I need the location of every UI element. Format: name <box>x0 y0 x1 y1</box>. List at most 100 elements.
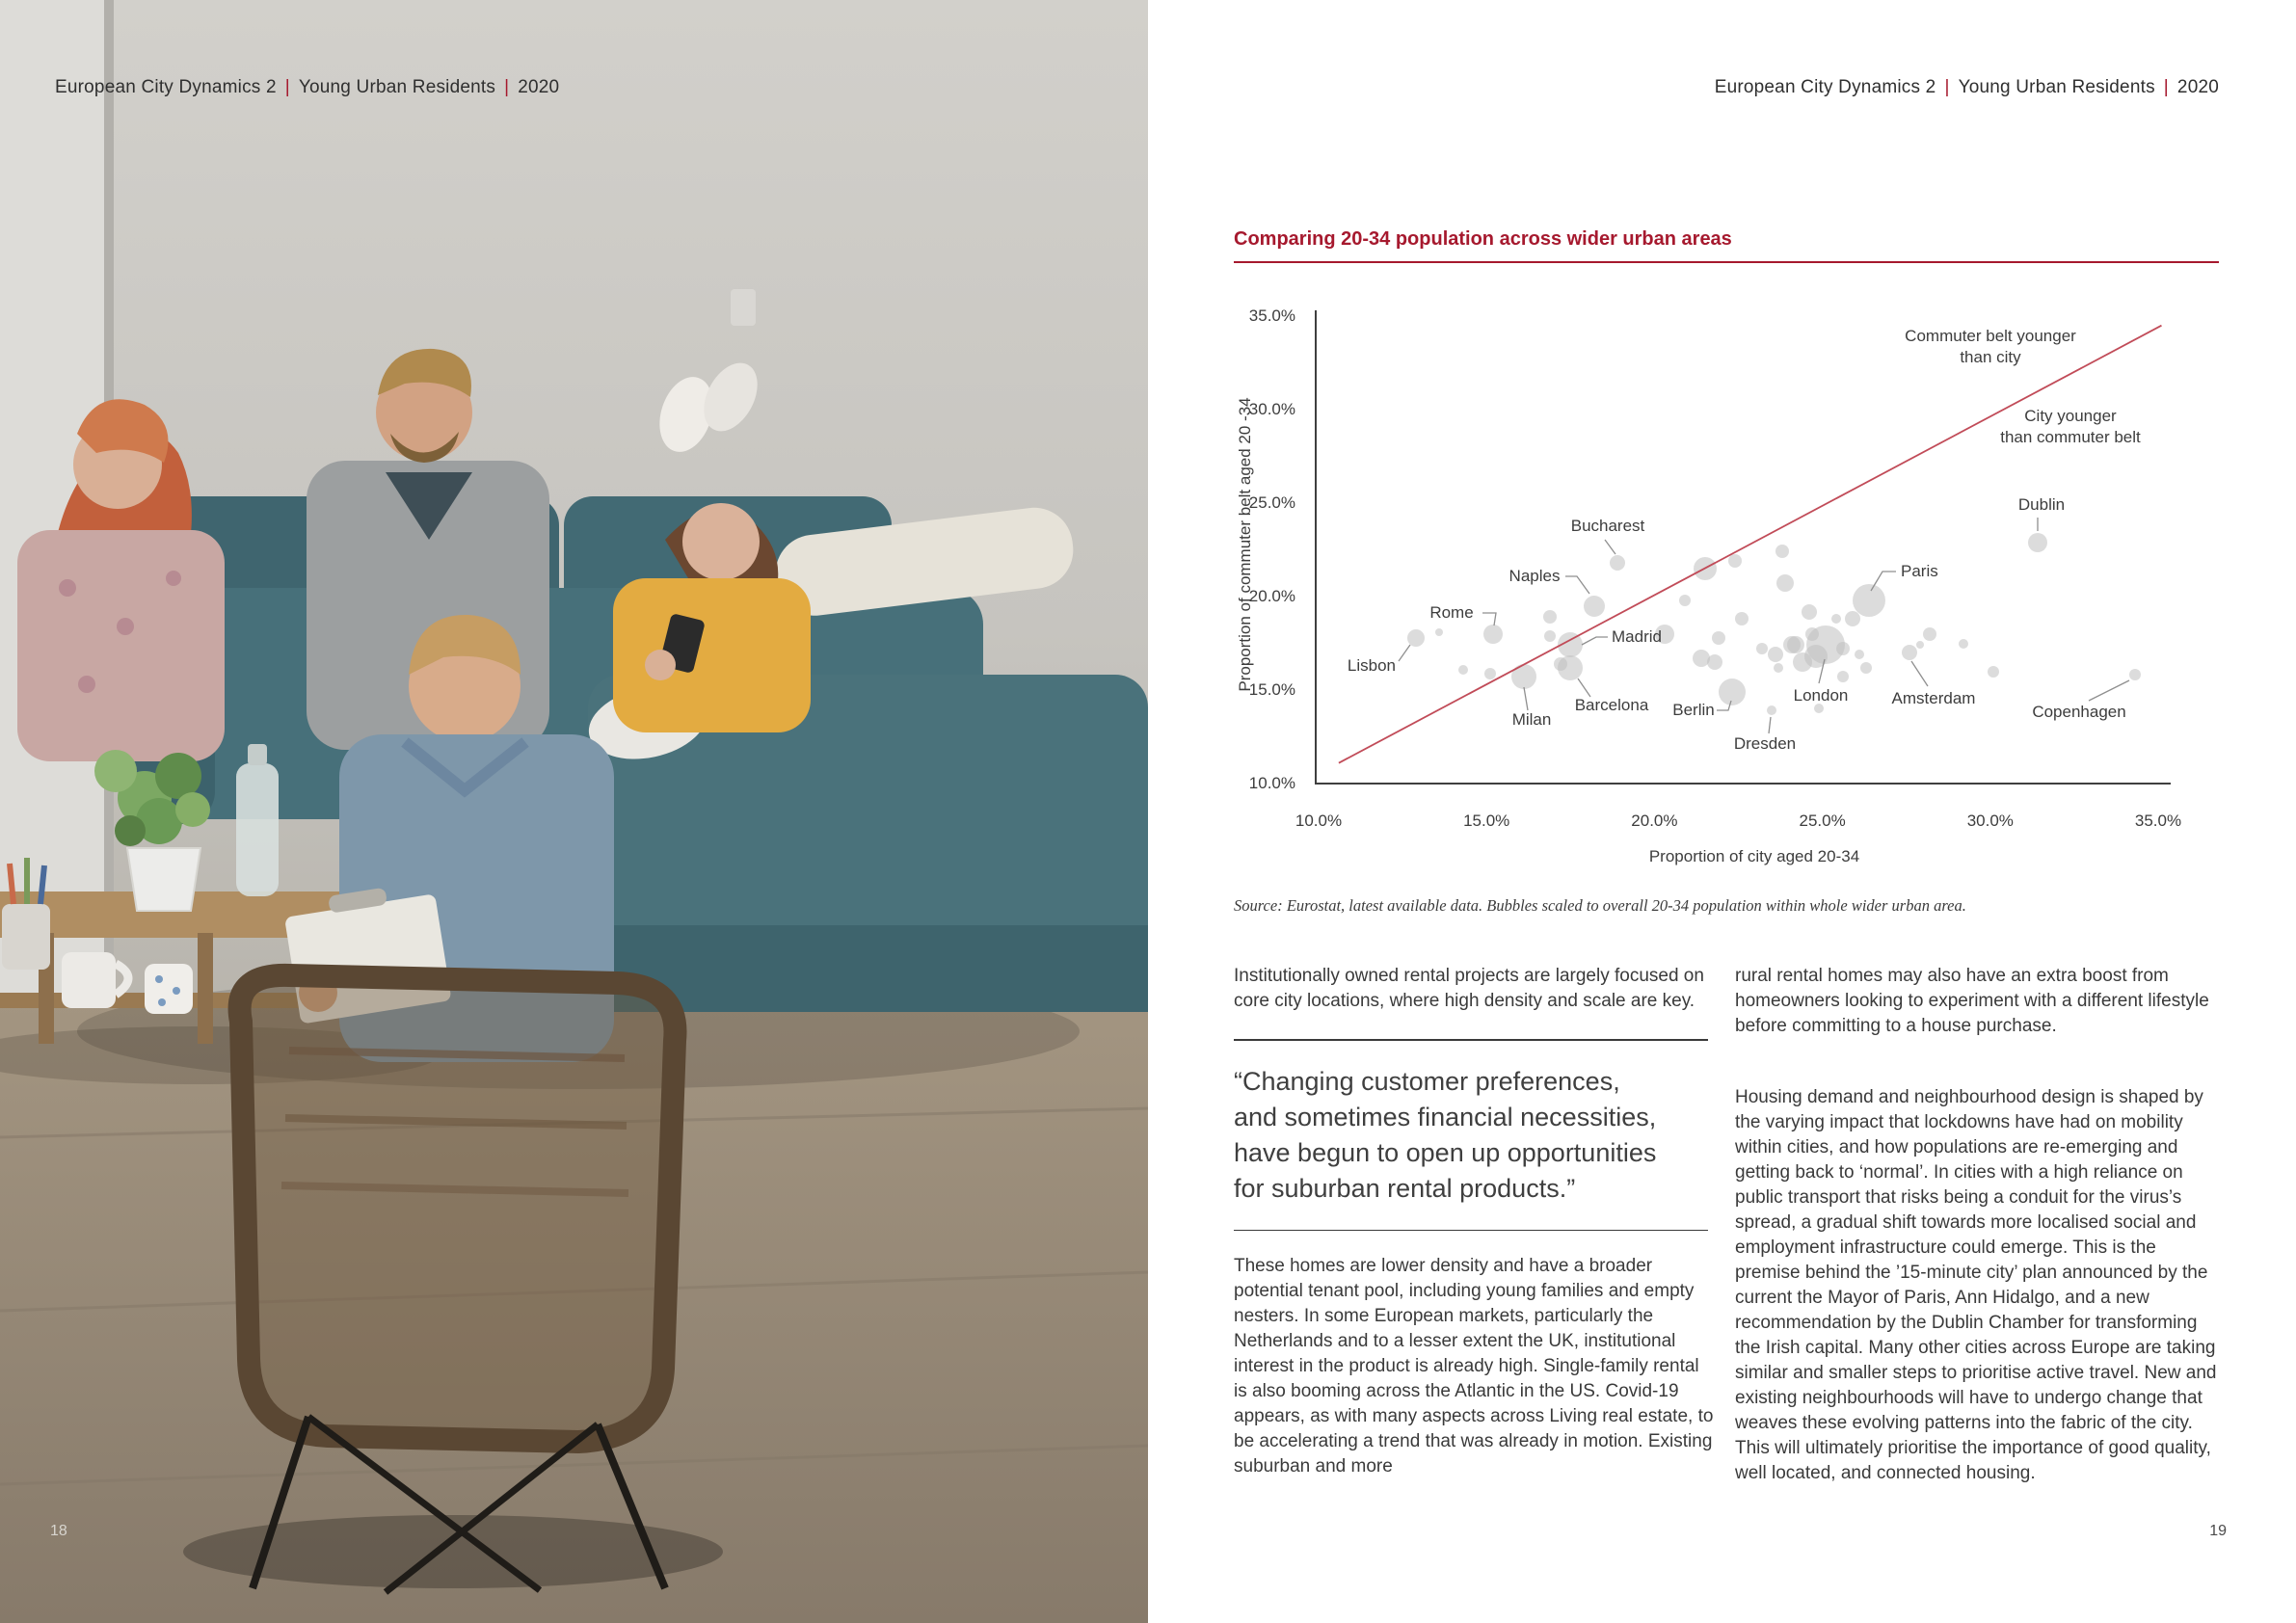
chart-bubble <box>1803 645 1828 669</box>
x-tick-label: 20.0% <box>1631 812 1678 830</box>
chart-bubble <box>1844 611 1860 627</box>
chart-bubble <box>1958 638 1968 649</box>
chart-bubble <box>1792 652 1812 672</box>
city-bubble-barcelona <box>1558 654 1584 680</box>
chart-bubble <box>1543 610 1558 625</box>
chart-bubble <box>1544 629 1557 642</box>
label-connector-amsterdam <box>1910 660 1929 687</box>
city-label-milan: Milan <box>1511 710 1552 729</box>
label-connector-madrid <box>1581 636 1608 646</box>
paragraph: These homes are lower density and have a… <box>1234 1256 1714 1477</box>
page-number-right: 19 <box>2209 1523 2227 1539</box>
chart-bubble <box>1783 636 1802 654</box>
y-tick-label: 30.0% <box>1248 400 1295 418</box>
label-connector-bucharest <box>1604 539 1616 555</box>
quote-rule-top <box>1234 1039 1708 1041</box>
header-separator: | <box>504 77 510 97</box>
chart-bubble <box>1693 556 1717 580</box>
chart-bubble <box>1915 641 1924 650</box>
identity-line <box>1338 324 2162 764</box>
city-label-berlin: Berlin <box>1672 701 1715 719</box>
chart-bubble <box>1728 554 1743 569</box>
photo-plant <box>94 750 210 912</box>
chart-bubble <box>1988 665 2000 678</box>
label-connector-naples <box>1565 575 1590 595</box>
city-bubble-paris <box>1853 583 1886 617</box>
y-tick-label: 35.0% <box>1248 306 1295 325</box>
x-tick-label: 10.0% <box>1295 812 1343 830</box>
city-label-london: London <box>1793 686 1849 705</box>
paragraph: Institutionally owned rental projects ar… <box>1234 966 1704 1011</box>
city-bubble-dublin <box>2027 532 2047 552</box>
chart-bubble <box>1774 662 1784 673</box>
header-separator: | <box>284 77 290 97</box>
city-label-madrid: Madrid <box>1612 627 1662 646</box>
city-bubble-rome <box>1483 624 1504 644</box>
city-bubble-naples <box>1583 595 1605 617</box>
chart-title-rule <box>1234 261 2219 263</box>
chart-bubble <box>1801 603 1817 620</box>
photo-coffee-table <box>0 744 439 1084</box>
city-bubble-madrid <box>1558 632 1584 658</box>
chart-bubble <box>1483 667 1496 679</box>
chart-bubble <box>1835 642 1850 656</box>
pull-quote: “Changing customer preferences, and some… <box>1234 1066 1657 1203</box>
city-bubble-amsterdam <box>1902 645 1918 661</box>
chart-bubble <box>1767 647 1783 663</box>
label-connector-copenhagen <box>2088 679 2130 702</box>
chart-bubble <box>1854 650 1864 660</box>
label-connector-barcelona <box>1577 678 1591 698</box>
x-tick-label: 30.0% <box>1966 812 2014 830</box>
chart-source-note: Source: Eurostat, latest available data.… <box>1234 896 1966 915</box>
header-title: European City Dynamics 2 <box>1714 77 1936 97</box>
y-tick-label: 15.0% <box>1248 680 1295 699</box>
chart-bubble <box>1775 545 1789 559</box>
city-bubble-london <box>1806 625 1846 665</box>
x-tick-label: 35.0% <box>2134 812 2182 830</box>
x-tick-label: 25.0% <box>1799 812 1846 830</box>
city-bubble-lisbon <box>1407 628 1426 647</box>
photo-rattan-chair <box>183 963 723 1595</box>
y-tick-label: 10.0% <box>1248 774 1295 792</box>
paragraph: rural rental homes may also have an extr… <box>1735 966 2209 1036</box>
y-axis-title: Proportion of commuter belt aged 20 -34 <box>1236 397 1254 692</box>
lifestyle-photo <box>0 0 1148 1623</box>
chart-bubble <box>1734 612 1749 626</box>
city-bubble-milan <box>1510 664 1536 690</box>
label-connector-london <box>1818 658 1826 684</box>
chart-bubble <box>1435 627 1444 636</box>
chart-bubble <box>1814 704 1825 714</box>
body-column-left: Institutionally owned rental projects ar… <box>1234 964 1714 1504</box>
city-label-dresden: Dresden <box>1733 734 1797 753</box>
chart-title: Comparing 20-34 population across wider … <box>1234 228 1732 250</box>
chart-bubble <box>1786 636 1804 654</box>
quadrant-annotation: City younger than commuter belt <box>2000 407 2141 446</box>
city-label-amsterdam: Amsterdam <box>1891 689 1976 707</box>
x-tick-label: 15.0% <box>1463 812 1510 830</box>
chart-bubble <box>1457 664 1468 675</box>
label-connector-berlin <box>1717 700 1732 711</box>
header-title: European City Dynamics 2 <box>55 77 277 97</box>
chart-bubble <box>1830 614 1841 625</box>
header-separator: | <box>2163 77 2169 97</box>
chart-bubble <box>1776 574 1795 593</box>
label-connector-rome <box>1482 612 1497 626</box>
city-bubble-copenhagen <box>2128 669 2141 681</box>
city-label-paris: Paris <box>1901 562 1938 580</box>
city-bubble-dresden <box>1767 705 1777 716</box>
y-tick-label: 25.0% <box>1248 493 1295 512</box>
chart-bubble <box>1923 626 1937 641</box>
label-connector-paris <box>1870 571 1896 592</box>
city-bubble-bucharest <box>1610 555 1626 572</box>
chart-bubble <box>1836 671 1849 683</box>
x-axis-title: Proportion of city aged 20-34 <box>1648 847 1860 865</box>
chart-bubble <box>1693 650 1711 668</box>
running-header-left: European City Dynamics 2 | Young Urban Res… <box>55 77 559 98</box>
photo-person-right <box>613 503 1074 732</box>
city-label-barcelona: Barcelona <box>1574 696 1649 714</box>
chart-bubble <box>1553 656 1567 671</box>
city-bubble-berlin <box>1718 678 1746 705</box>
body-column-right: rural rental homes may also have an extr… <box>1735 964 2222 1511</box>
chart-bubble <box>1654 624 1674 644</box>
